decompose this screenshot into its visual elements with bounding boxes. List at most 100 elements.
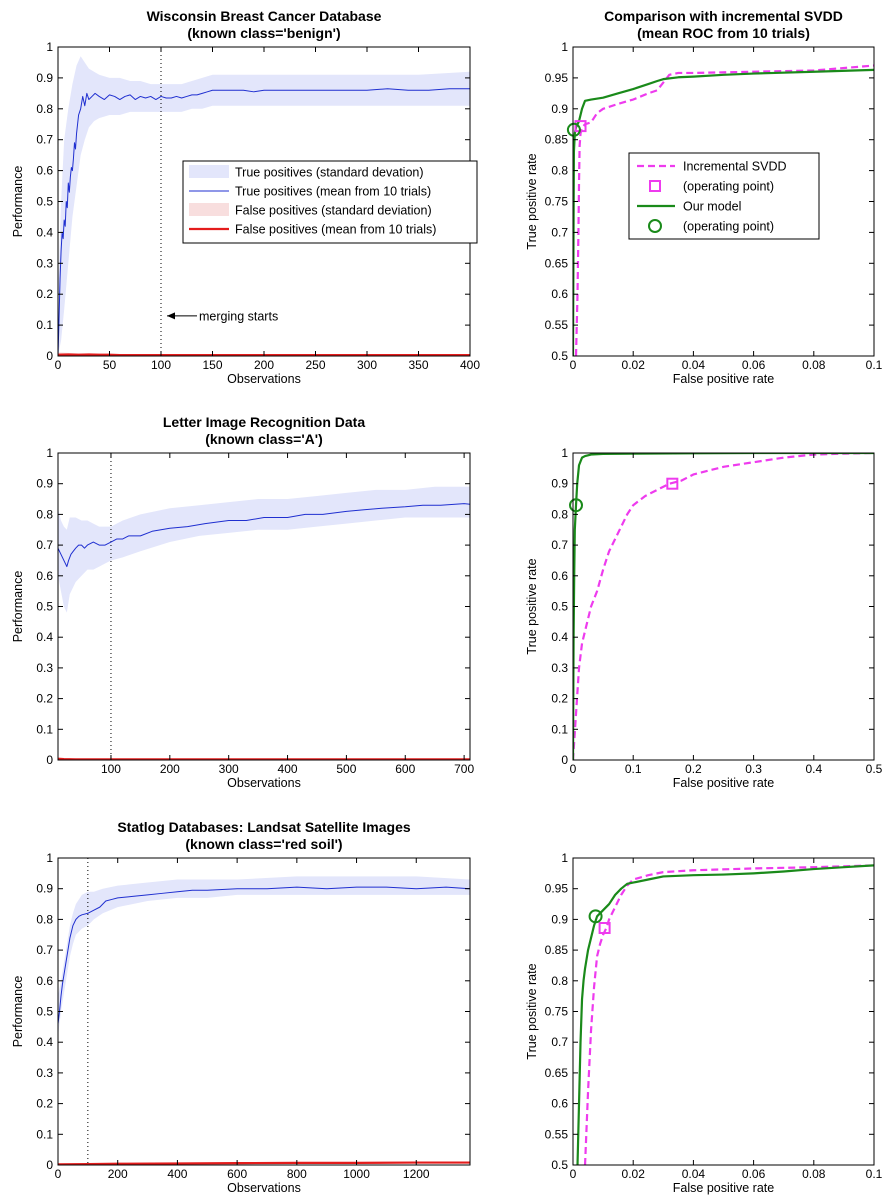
y-tick-label: 0.6 — [36, 569, 53, 583]
legend-entry: Our model — [683, 200, 741, 214]
chart-title-line: (known class='benign') — [187, 25, 340, 41]
y-tick-label: 0.8 — [551, 164, 568, 178]
y-axis-label: True positive rate — [525, 963, 539, 1059]
x-tick-label: 1200 — [403, 1167, 430, 1181]
y-tick-label: 0.85 — [545, 133, 569, 147]
x-tick-label: 0.08 — [802, 358, 826, 372]
y-tick-label: 0.3 — [36, 256, 53, 270]
series-line-1 — [58, 503, 470, 568]
series-line-1 — [58, 886, 470, 1024]
x-tick-label: 350 — [408, 358, 428, 372]
y-tick-label: 0.2 — [36, 1097, 53, 1111]
x-tick-label: 0.02 — [622, 358, 646, 372]
x-tick-label: 700 — [454, 762, 474, 776]
y-tick-label: 0.4 — [36, 1035, 53, 1049]
operating-point-square — [666, 477, 679, 490]
chart-title-line: (mean ROC from 10 trials) — [637, 25, 810, 41]
series-line-1 — [58, 88, 470, 356]
x-tick-label: 300 — [357, 358, 377, 372]
y-tick-label: 0.7 — [36, 943, 53, 957]
series-band-0 — [58, 876, 470, 1037]
legend-panel-1: Incremental SVDD (operating point) Our mod… — [628, 152, 820, 240]
x-tick-label: 200 — [108, 1167, 128, 1181]
y-tick-label: 0.1 — [36, 722, 53, 736]
chart-title-line: Letter Image Recognition Data — [163, 414, 365, 430]
plot-area — [58, 858, 470, 1165]
y-tick-label: 0.4 — [551, 630, 568, 644]
legend-swatch-band — [189, 203, 229, 216]
x-axis-label: Observations — [227, 372, 301, 386]
y-axis-label: Performance — [11, 571, 25, 643]
legend-box — [182, 160, 478, 244]
y-tick-label: 0.5 — [551, 1158, 568, 1172]
y-tick-label: 0.3 — [36, 661, 53, 675]
y-axis-label: Performance — [11, 166, 25, 238]
y-tick-label: 0.55 — [545, 1127, 569, 1141]
y-tick-label: 0.65 — [545, 256, 569, 270]
legend-entry: False positives (standard deviation) — [235, 204, 432, 218]
y-tick-label: 0.1 — [36, 318, 53, 332]
x-tick-label: 400 — [167, 1167, 187, 1181]
x-tick-label: 0.1 — [625, 762, 642, 776]
y-tick-label: 0.5 — [551, 600, 568, 614]
operating-point-square — [598, 921, 611, 934]
y-axis-label: True positive rate — [525, 558, 539, 654]
chart-panel-2: 100 200 300 400 500 600 700 0 0.1 0.2 0.3 0.4 0.5 0.6… — [11, 414, 474, 790]
y-tick-label: 0.55 — [545, 318, 569, 332]
y-tick-label: 0.8 — [36, 912, 53, 926]
y-tick-label: 0.1 — [36, 1127, 53, 1141]
y-tick-label: 0.9 — [551, 912, 568, 926]
x-tick-label: 200 — [160, 762, 180, 776]
chart-title-line: (known class='red soil') — [185, 836, 342, 852]
legend-swatch-square — [649, 180, 661, 192]
x-tick-label: 0.06 — [742, 358, 766, 372]
y-tick-label: 1 — [46, 40, 53, 54]
operating-point-circle — [588, 909, 603, 924]
y-tick-label: 0.7 — [551, 538, 568, 552]
chart-title-line: (known class='A') — [205, 431, 323, 447]
y-tick-label: 0.6 — [36, 974, 53, 988]
y-tick-label: 0.3 — [36, 1066, 53, 1080]
x-tick-label: 0 — [570, 762, 577, 776]
x-tick-label: 100 — [151, 358, 171, 372]
y-tick-label: 1 — [46, 851, 53, 865]
y-tick-label: 0.2 — [36, 692, 53, 706]
y-tick-label: 0.8 — [36, 102, 53, 116]
y-tick-label: 0.8 — [36, 507, 53, 521]
y-tick-label: 0.7 — [36, 133, 53, 147]
x-axis-label: False positive rate — [673, 372, 774, 386]
x-tick-label: 0.04 — [682, 358, 706, 372]
x-tick-label: 50 — [103, 358, 117, 372]
y-tick-label: 0.6 — [551, 287, 568, 301]
y-tick-label: 0 — [46, 349, 53, 363]
y-tick-label: 0.4 — [36, 630, 53, 644]
y-tick-label: 0 — [561, 753, 568, 767]
x-tick-label: 600 — [227, 1167, 247, 1181]
operating-point-circle — [569, 498, 584, 513]
plot-area — [573, 858, 874, 1165]
y-tick-label: 0.9 — [36, 71, 53, 85]
x-tick-label: 0 — [570, 1167, 577, 1181]
series-line-2 — [576, 864, 874, 1165]
series-band-0 — [58, 56, 470, 356]
y-tick-label: 0.75 — [545, 195, 569, 209]
y-tick-label: 0.2 — [36, 287, 53, 301]
y-tick-label: 0.2 — [551, 692, 568, 706]
x-tick-label: 0 — [570, 358, 577, 372]
y-tick-label: 0.1 — [551, 722, 568, 736]
x-tick-label: 200 — [254, 358, 274, 372]
y-tick-label: 0.5 — [36, 195, 53, 209]
operating-point-circle — [566, 122, 581, 137]
x-tick-label: 0.2 — [685, 762, 702, 776]
y-tick-label: 0.95 — [545, 71, 569, 85]
x-tick-label: 0.3 — [745, 762, 762, 776]
legend-entry: True positives (standard devation) — [235, 166, 424, 180]
x-tick-label: 150 — [202, 358, 222, 372]
series-band-0 — [58, 486, 470, 613]
legend-swatch-circle — [648, 219, 662, 233]
x-axis-label: Observations — [227, 776, 301, 790]
annotation-arrowhead — [167, 312, 175, 320]
chart-panel-4: 0 200 400 600 800 1000 1200 0 0.1 0.2 0.3 0.4 0.5 0.6… — [11, 819, 471, 1195]
series-line-3 — [58, 353, 470, 356]
y-tick-label: 0.9 — [551, 477, 568, 491]
